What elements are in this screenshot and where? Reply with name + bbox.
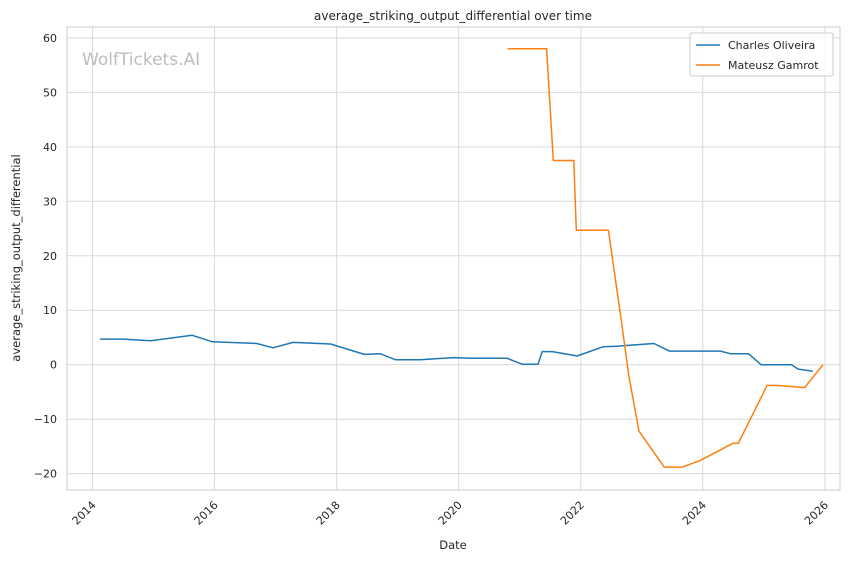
legend-box [689,32,834,77]
grid [67,27,840,490]
y-tick-label: −20 [34,468,57,481]
plot-frame [66,26,841,491]
y-axis-title: average_striking_output_differential [9,154,23,361]
y-tick-label: 60 [43,32,57,45]
y-tick-label: −10 [34,413,57,426]
y-axis-ticks: −20 −10 0 10 20 30 40 50 60 [34,32,57,481]
legend-label-oliveira: Charles Oliveira [728,39,815,52]
legend-label-gamrot: Mateusz Gamrot [728,59,819,72]
y-tick-label: 40 [43,141,57,154]
watermark: WolfTickets.AI [82,50,200,70]
y-tick-label: 50 [43,86,57,99]
legend: Charles Oliveira Mateusz Gamrot [689,32,834,77]
x-axis-title: Date [439,538,467,552]
y-tick-label: 30 [43,195,57,208]
y-tick-label: 0 [50,359,57,372]
y-tick-label: 10 [43,304,57,317]
series-layer [100,48,824,468]
y-tick-label: 20 [43,250,57,263]
series-line-0 [100,334,813,373]
chart-title: average_striking_output_differential ove… [314,9,592,23]
series-line-1 [507,48,824,468]
